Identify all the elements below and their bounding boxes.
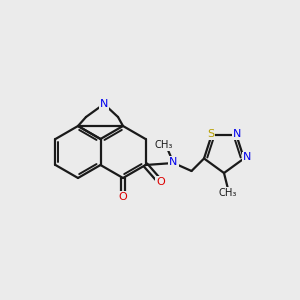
Text: O: O (156, 177, 165, 187)
Text: CH₃: CH₃ (219, 188, 237, 198)
Text: O: O (118, 192, 127, 202)
Text: N: N (169, 157, 178, 167)
Text: N: N (233, 129, 242, 139)
Text: CH₃: CH₃ (154, 140, 173, 150)
Text: S: S (207, 129, 214, 139)
Text: N: N (100, 99, 108, 109)
Text: N: N (243, 152, 251, 163)
